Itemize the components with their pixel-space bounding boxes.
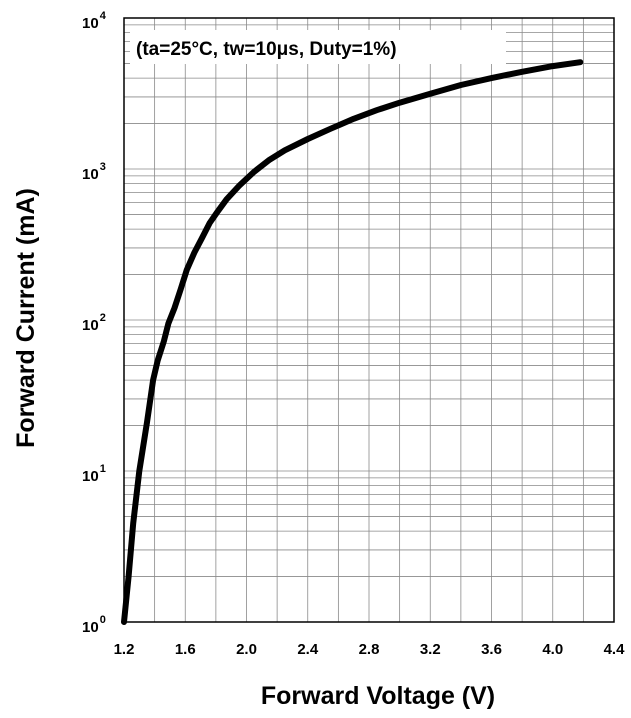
y-tick-label: 100 xyxy=(82,614,106,636)
x-axis-title: Forward Voltage (V) xyxy=(261,682,495,710)
x-tick-label: 2.0 xyxy=(236,641,257,658)
x-tick-label: 4.0 xyxy=(542,641,563,658)
x-tick-label: 2.8 xyxy=(359,641,380,658)
x-tick-label: 1.2 xyxy=(114,641,135,658)
x-tick-label: 3.2 xyxy=(420,641,441,658)
y-tick-labels: 100 101 102 103 104 xyxy=(82,10,107,636)
plot-frame xyxy=(123,17,615,623)
series-line xyxy=(121,59,584,625)
annotation-box xyxy=(130,30,506,64)
x-tick-label: 3.6 xyxy=(481,641,502,658)
y-tick-label: 101 xyxy=(82,463,106,485)
annotation: (ta=25°C, tw=10μs, Duty=1%) xyxy=(136,39,397,60)
grid xyxy=(124,18,614,622)
x-tick-label: 4.4 xyxy=(604,641,626,658)
y-axis-title: Forward Current (mA) xyxy=(12,188,40,448)
x-tick-labels: 1.2 1.6 2.0 2.4 2.8 3.2 3.6 4.0 4.4 xyxy=(114,641,626,658)
x-tick-label: 2.4 xyxy=(297,641,319,658)
x-tick-label: 1.6 xyxy=(175,641,196,658)
y-tick-label: 102 xyxy=(82,312,106,334)
y-tick-label: 104 xyxy=(82,10,107,32)
y-tick-label: 103 xyxy=(82,161,106,183)
